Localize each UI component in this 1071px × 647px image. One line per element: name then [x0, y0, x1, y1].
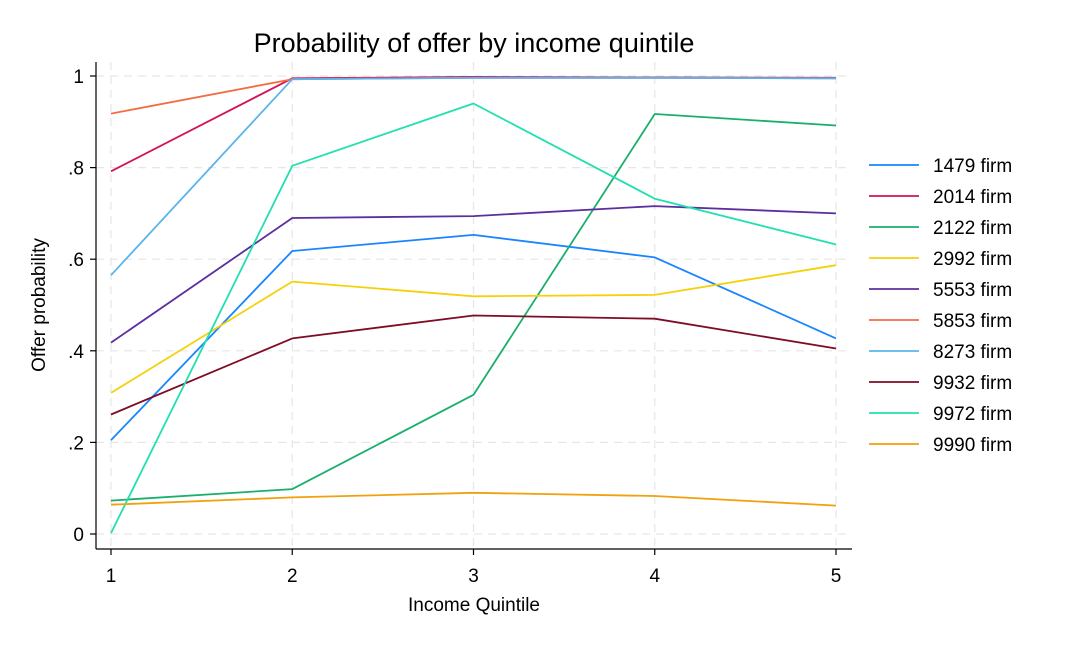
- y-tick-label: .2: [68, 433, 84, 454]
- legend-label: 5553 firm: [933, 280, 1012, 301]
- x-tick-label: 3: [468, 566, 479, 587]
- series-line-8273-firm: [110, 76, 837, 276]
- legend-label: 2122 firm: [933, 218, 1012, 239]
- legend-label: 9990 firm: [933, 435, 1012, 456]
- legend-label: 2014 firm: [933, 187, 1012, 208]
- y-tick-label: .8: [68, 159, 84, 180]
- x-tick-label: 5: [831, 566, 842, 587]
- gridlines: [96, 62, 852, 549]
- y-tick-label: 0: [73, 525, 84, 546]
- series-lines: [110, 76, 837, 534]
- series-line-9990-firm: [110, 491, 837, 507]
- legend-label: 8273 firm: [933, 342, 1012, 363]
- x-tick-label: 4: [649, 566, 660, 587]
- x-tick-label: 1: [106, 566, 117, 587]
- y-axis-label: Offer probability: [29, 238, 50, 372]
- series-line-5553-firm: [110, 205, 837, 344]
- series-line-2122-firm: [110, 113, 837, 502]
- series-line-2992-firm: [110, 264, 837, 394]
- x-axis-label: Income Quintile: [408, 595, 540, 616]
- x-tick-label: 2: [287, 566, 298, 587]
- legend-label: 5853 firm: [933, 311, 1012, 332]
- series-line-9932-firm: [110, 314, 837, 416]
- y-tick-label: 1: [73, 67, 84, 88]
- legend-label: 2992 firm: [933, 249, 1012, 270]
- axis-ticks: 0 .2 .4 .6 .8 1 1 2 3 4 5: [68, 67, 841, 587]
- legend-label: 9932 firm: [933, 373, 1012, 394]
- series-line-9972-firm: [110, 102, 837, 534]
- chart-title: Probability of offer by income quintile: [254, 28, 695, 58]
- y-tick-label: .6: [68, 250, 84, 271]
- legend-label: 9972 firm: [933, 404, 1012, 425]
- y-tick-label: .4: [68, 342, 84, 363]
- legend-label: 1479 firm: [933, 156, 1012, 177]
- legend: 1479 firm 2014 firm 2122 firm 2992 firm 5553…: [869, 156, 1012, 456]
